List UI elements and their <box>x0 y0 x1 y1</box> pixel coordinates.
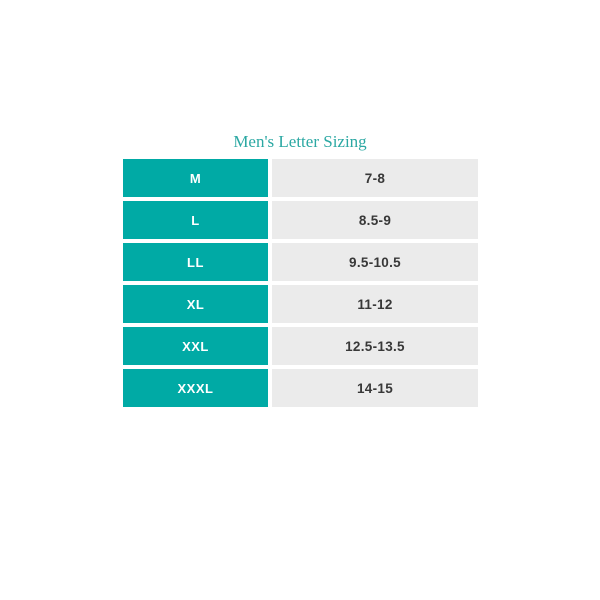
size-chart-title: Men's Letter Sizing <box>233 132 367 151</box>
size-cell: L <box>123 201 268 239</box>
range-cell: 8.5-9 <box>272 201 478 239</box>
range-cell: 12.5-13.5 <box>272 327 478 365</box>
size-cell: XXL <box>123 327 268 365</box>
range-cell: 11-12 <box>272 285 478 323</box>
range-cell: 14-15 <box>272 369 478 407</box>
range-cell: 7-8 <box>272 159 478 197</box>
range-cell: 9.5-10.5 <box>272 243 478 281</box>
size-cell: XXXL <box>123 369 268 407</box>
size-cell: M <box>123 159 268 197</box>
size-cell: XL <box>123 285 268 323</box>
size-cell: LL <box>123 243 268 281</box>
size-chart-table: M 7-8 L 8.5-9 LL 9.5-10.5 XL 11-12 XXL 1… <box>123 159 478 407</box>
